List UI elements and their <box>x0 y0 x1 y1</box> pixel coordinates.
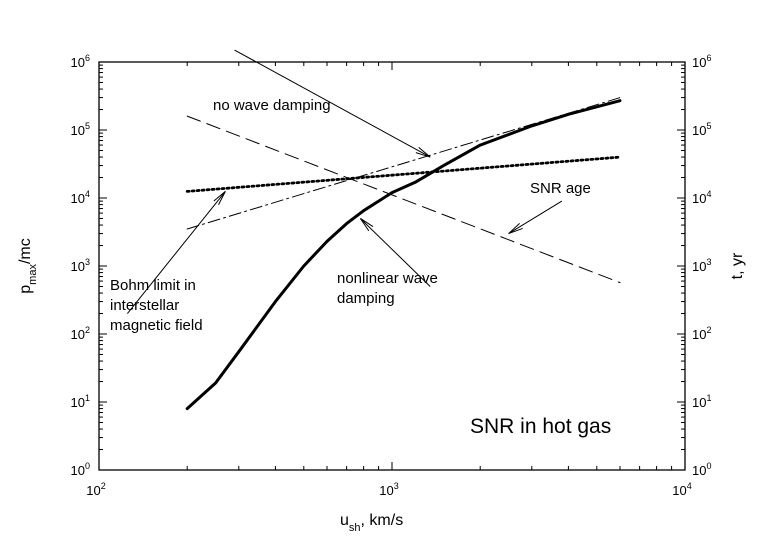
annotation-arrows <box>127 49 563 314</box>
y-tick-label-right: 104 <box>692 189 711 206</box>
annotations: no wave damping SNR age Bohm limit in inter… <box>110 97 611 438</box>
y-tick-label-left: 105 <box>71 121 90 138</box>
y-tick-label-right: 105 <box>692 121 711 138</box>
annotation-label: Bohm limit in interstellar magnetic field <box>110 277 203 334</box>
y-tick-label-left: 104 <box>71 189 90 206</box>
annotation-label: SNR in hot gas <box>470 415 611 438</box>
y-axis-title-right: t, yr <box>729 252 746 279</box>
y-tick-label-left: 106 <box>71 53 90 70</box>
annotation-label: no wave damping <box>213 97 331 114</box>
arrow-shaft <box>234 49 431 158</box>
arrow-shaft <box>360 218 431 287</box>
annotation-label: SNR age <box>530 180 591 197</box>
tick-marks <box>98 62 685 471</box>
y-tick-label-left: 100 <box>71 461 90 478</box>
y-tick-label-left: 102 <box>71 325 90 342</box>
y-tick-label-right: 102 <box>692 325 711 342</box>
arrow-head <box>415 147 431 158</box>
annotation-label: nonlinear wave damping <box>337 270 438 307</box>
x-tick-label: 103 <box>379 481 398 498</box>
arrow-head <box>359 218 374 232</box>
series-line-solid-thick <box>185 99 622 411</box>
y-tick-label-left: 103 <box>71 257 90 274</box>
series-line-dash-dot <box>186 97 621 230</box>
x-axis-title: ush, km/s <box>340 512 403 534</box>
arrow-shaft <box>127 191 226 314</box>
y-axis-title-left: pmax/mc <box>17 238 39 293</box>
arrow-shaft <box>508 200 563 234</box>
series-line-dotted <box>185 155 622 193</box>
y-tick-label-right: 100 <box>692 461 711 478</box>
x-tick-label: 104 <box>672 481 691 498</box>
series-line-long-dash <box>186 115 621 284</box>
y-tick-label-right: 103 <box>692 257 711 274</box>
y-tick-label-right: 106 <box>692 53 711 70</box>
x-tick-label: 102 <box>86 481 105 498</box>
arrow-head <box>508 222 523 235</box>
data-series <box>185 97 622 411</box>
arrow-head <box>213 191 226 205</box>
y-tick-label-right: 101 <box>692 393 711 410</box>
y-tick-label-left: 101 <box>71 393 90 410</box>
